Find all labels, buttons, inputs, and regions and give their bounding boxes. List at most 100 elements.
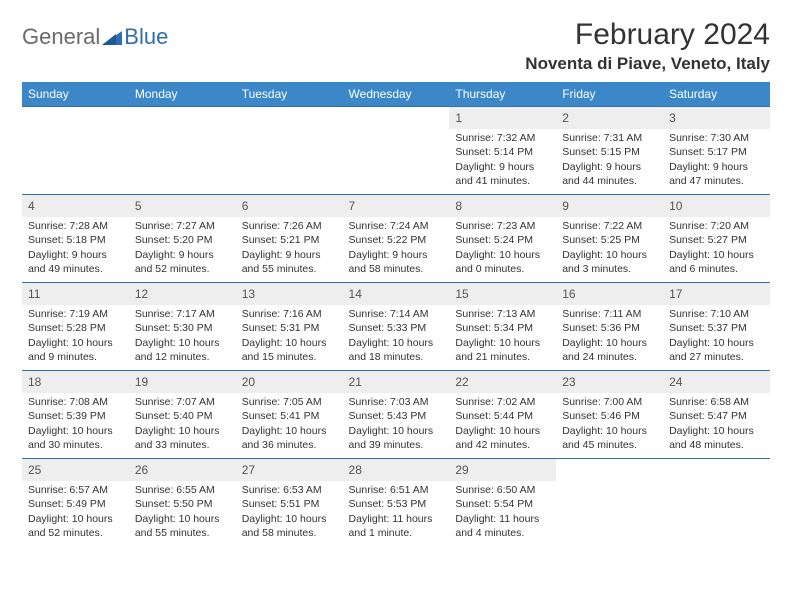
day-number: 2 (556, 107, 663, 129)
sunrise-line: Sunrise: 7:26 AM (242, 219, 337, 233)
daylight-line: Daylight: 10 hours and 33 minutes. (135, 424, 230, 452)
sunrise-line: Sunrise: 7:03 AM (349, 395, 444, 409)
sunset-line: Sunset: 5:37 PM (669, 321, 764, 335)
day-number: 24 (663, 371, 770, 393)
sunset-line: Sunset: 5:51 PM (242, 497, 337, 511)
calendar-row: 25Sunrise: 6:57 AMSunset: 5:49 PMDayligh… (22, 459, 770, 547)
daylight-line: Daylight: 9 hours and 44 minutes. (562, 160, 657, 188)
calendar-cell: 25Sunrise: 6:57 AMSunset: 5:49 PMDayligh… (22, 459, 129, 547)
day-body: Sunrise: 7:08 AMSunset: 5:39 PMDaylight:… (22, 395, 129, 456)
daylight-line: Daylight: 10 hours and 45 minutes. (562, 424, 657, 452)
sunrise-line: Sunrise: 6:57 AM (28, 483, 123, 497)
sunset-line: Sunset: 5:25 PM (562, 233, 657, 247)
sunrise-line: Sunrise: 6:58 AM (669, 395, 764, 409)
day-number: 5 (129, 195, 236, 217)
day-body: Sunrise: 7:27 AMSunset: 5:20 PMDaylight:… (129, 219, 236, 280)
daylight-line: Daylight: 9 hours and 41 minutes. (455, 160, 550, 188)
weekday-header: Tuesday (236, 82, 343, 107)
sunset-line: Sunset: 5:18 PM (28, 233, 123, 247)
day-body: Sunrise: 6:51 AMSunset: 5:53 PMDaylight:… (343, 483, 450, 544)
daylight-line: Daylight: 10 hours and 36 minutes. (242, 424, 337, 452)
sunrise-line: Sunrise: 7:05 AM (242, 395, 337, 409)
calendar-cell: 7Sunrise: 7:24 AMSunset: 5:22 PMDaylight… (343, 195, 450, 283)
sunset-line: Sunset: 5:39 PM (28, 409, 123, 423)
location: Noventa di Piave, Veneto, Italy (525, 54, 770, 74)
calendar-cell: 1Sunrise: 7:32 AMSunset: 5:14 PMDaylight… (449, 107, 556, 195)
day-number: 8 (449, 195, 556, 217)
header: General Blue February 2024 Noventa di Pi… (22, 18, 770, 74)
calendar-cell: 16Sunrise: 7:11 AMSunset: 5:36 PMDayligh… (556, 283, 663, 371)
sunrise-line: Sunrise: 7:11 AM (562, 307, 657, 321)
sunrise-line: Sunrise: 7:19 AM (28, 307, 123, 321)
sunrise-line: Sunrise: 7:16 AM (242, 307, 337, 321)
sunset-line: Sunset: 5:30 PM (135, 321, 230, 335)
sunrise-line: Sunrise: 7:27 AM (135, 219, 230, 233)
weekday-header: Wednesday (343, 82, 450, 107)
sunrise-line: Sunrise: 7:00 AM (562, 395, 657, 409)
calendar-cell: 5Sunrise: 7:27 AMSunset: 5:20 PMDaylight… (129, 195, 236, 283)
day-number: 21 (343, 371, 450, 393)
day-number: 4 (22, 195, 129, 217)
calendar-row: ....1Sunrise: 7:32 AMSunset: 5:14 PMDayl… (22, 107, 770, 195)
day-body: Sunrise: 7:14 AMSunset: 5:33 PMDaylight:… (343, 307, 450, 368)
day-number: 20 (236, 371, 343, 393)
sunset-line: Sunset: 5:21 PM (242, 233, 337, 247)
sunrise-line: Sunrise: 7:02 AM (455, 395, 550, 409)
sunset-line: Sunset: 5:24 PM (455, 233, 550, 247)
day-number: 3 (663, 107, 770, 129)
sunset-line: Sunset: 5:22 PM (349, 233, 444, 247)
sunrise-line: Sunrise: 7:17 AM (135, 307, 230, 321)
day-number: 17 (663, 283, 770, 305)
calendar-cell: 6Sunrise: 7:26 AMSunset: 5:21 PMDaylight… (236, 195, 343, 283)
calendar-body: ....1Sunrise: 7:32 AMSunset: 5:14 PMDayl… (22, 107, 770, 547)
calendar-cell: 18Sunrise: 7:08 AMSunset: 5:39 PMDayligh… (22, 371, 129, 459)
calendar-cell: 22Sunrise: 7:02 AMSunset: 5:44 PMDayligh… (449, 371, 556, 459)
daylight-line: Daylight: 9 hours and 58 minutes. (349, 248, 444, 276)
calendar-head: Sunday Monday Tuesday Wednesday Thursday… (22, 82, 770, 107)
sunset-line: Sunset: 5:43 PM (349, 409, 444, 423)
sunset-line: Sunset: 5:28 PM (28, 321, 123, 335)
daylight-line: Daylight: 10 hours and 39 minutes. (349, 424, 444, 452)
calendar-table: Sunday Monday Tuesday Wednesday Thursday… (22, 82, 770, 547)
calendar-cell: . (129, 107, 236, 195)
sunrise-line: Sunrise: 7:22 AM (562, 219, 657, 233)
day-body: Sunrise: 7:31 AMSunset: 5:15 PMDaylight:… (556, 131, 663, 192)
daylight-line: Daylight: 11 hours and 4 minutes. (455, 512, 550, 540)
calendar-cell: 29Sunrise: 6:50 AMSunset: 5:54 PMDayligh… (449, 459, 556, 547)
day-body: Sunrise: 6:53 AMSunset: 5:51 PMDaylight:… (236, 483, 343, 544)
calendar-cell: 8Sunrise: 7:23 AMSunset: 5:24 PMDaylight… (449, 195, 556, 283)
daylight-line: Daylight: 9 hours and 49 minutes. (28, 248, 123, 276)
sunrise-line: Sunrise: 7:13 AM (455, 307, 550, 321)
sunset-line: Sunset: 5:41 PM (242, 409, 337, 423)
day-body: Sunrise: 7:07 AMSunset: 5:40 PMDaylight:… (129, 395, 236, 456)
sunset-line: Sunset: 5:54 PM (455, 497, 550, 511)
calendar-cell: 4Sunrise: 7:28 AMSunset: 5:18 PMDaylight… (22, 195, 129, 283)
day-body: Sunrise: 7:19 AMSunset: 5:28 PMDaylight:… (22, 307, 129, 368)
calendar-cell: 10Sunrise: 7:20 AMSunset: 5:27 PMDayligh… (663, 195, 770, 283)
day-number: 16 (556, 283, 663, 305)
day-number: 18 (22, 371, 129, 393)
daylight-line: Daylight: 10 hours and 21 minutes. (455, 336, 550, 364)
title-block: February 2024 Noventa di Piave, Veneto, … (525, 18, 770, 74)
daylight-line: Daylight: 10 hours and 58 minutes. (242, 512, 337, 540)
sunset-line: Sunset: 5:34 PM (455, 321, 550, 335)
sunset-line: Sunset: 5:53 PM (349, 497, 444, 511)
calendar-row: 18Sunrise: 7:08 AMSunset: 5:39 PMDayligh… (22, 371, 770, 459)
calendar-cell: 2Sunrise: 7:31 AMSunset: 5:15 PMDaylight… (556, 107, 663, 195)
weekday-header: Friday (556, 82, 663, 107)
day-number: 25 (22, 459, 129, 481)
sunset-line: Sunset: 5:50 PM (135, 497, 230, 511)
sunrise-line: Sunrise: 7:24 AM (349, 219, 444, 233)
day-number: 14 (343, 283, 450, 305)
sunrise-line: Sunrise: 7:08 AM (28, 395, 123, 409)
day-number: 13 (236, 283, 343, 305)
sunrise-line: Sunrise: 7:31 AM (562, 131, 657, 145)
sunset-line: Sunset: 5:46 PM (562, 409, 657, 423)
calendar-cell: 12Sunrise: 7:17 AMSunset: 5:30 PMDayligh… (129, 283, 236, 371)
day-number: 19 (129, 371, 236, 393)
logo-text-general: General (22, 24, 100, 50)
logo-text-blue: Blue (124, 24, 168, 50)
sunset-line: Sunset: 5:36 PM (562, 321, 657, 335)
daylight-line: Daylight: 9 hours and 55 minutes. (242, 248, 337, 276)
calendar-row: 4Sunrise: 7:28 AMSunset: 5:18 PMDaylight… (22, 195, 770, 283)
